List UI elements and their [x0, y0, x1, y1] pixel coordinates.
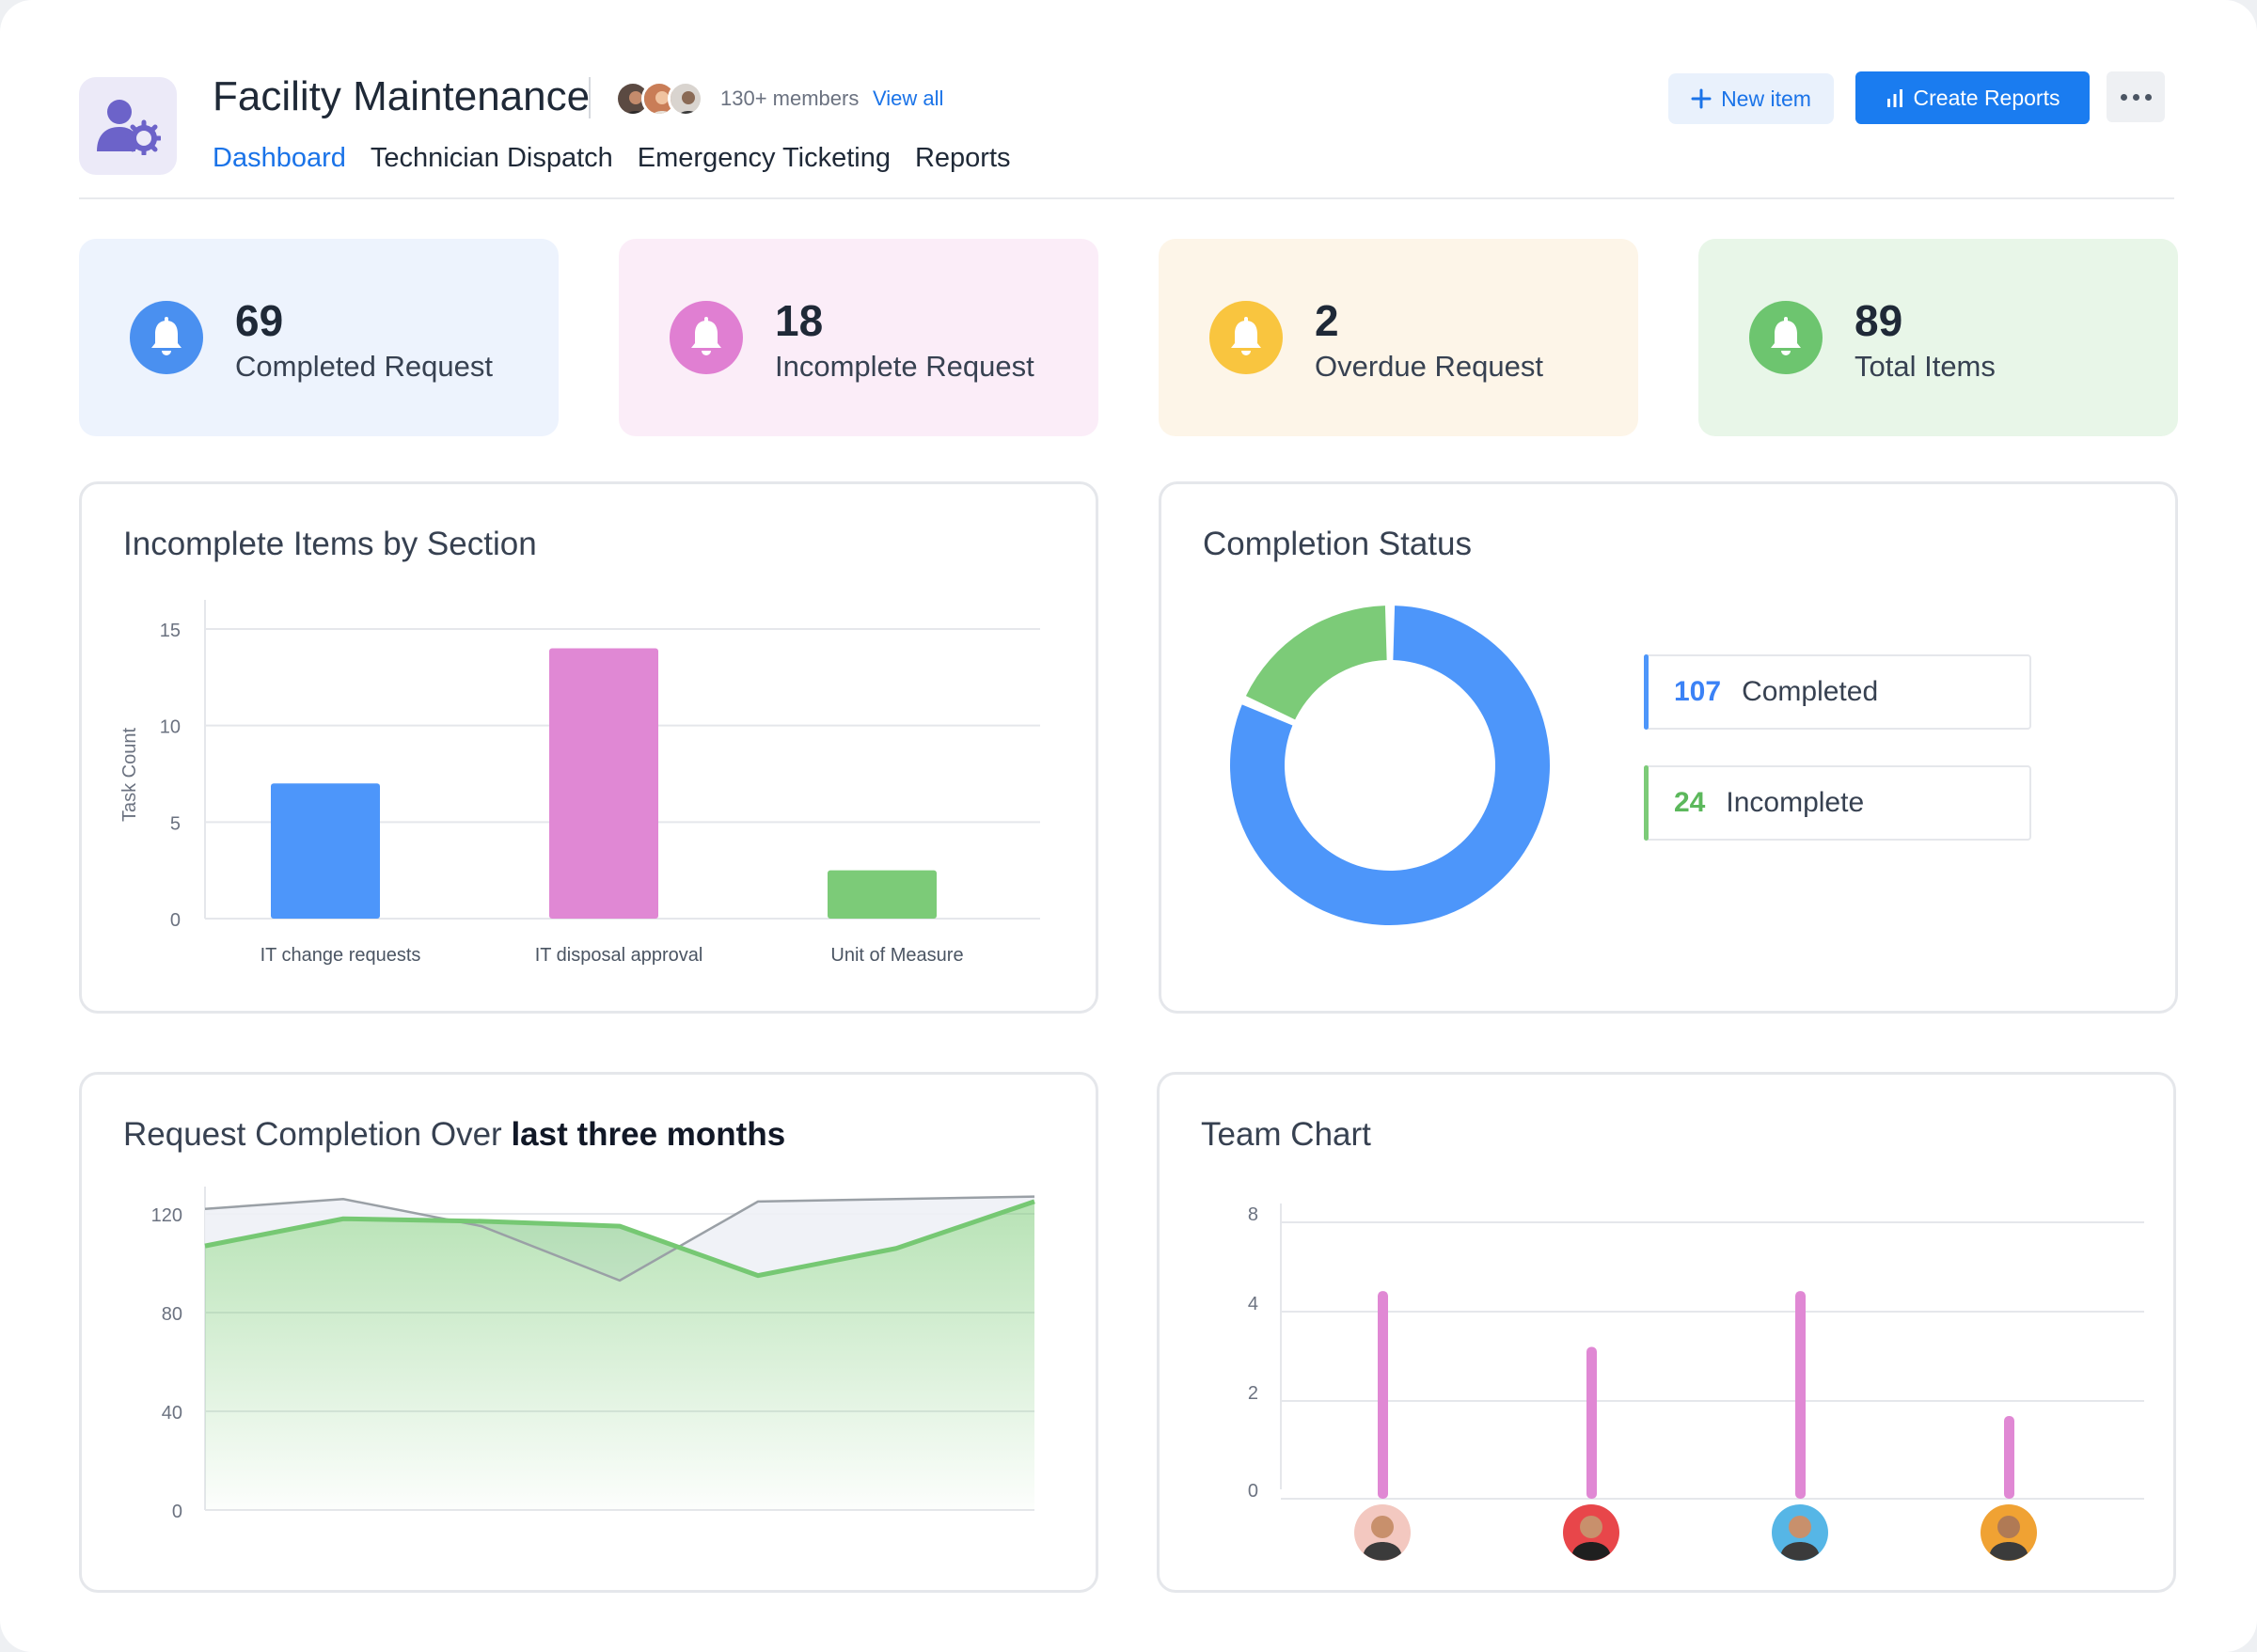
avatar: [1772, 1504, 1828, 1561]
stat-label: Completed Request: [235, 350, 493, 383]
more-options-button[interactable]: [2107, 71, 2165, 122]
bar: [271, 783, 380, 919]
more-dot-icon: [2132, 93, 2139, 101]
new-item-label: New item: [1721, 86, 1811, 111]
donut-slice: [1230, 606, 1550, 926]
bar: [2004, 1416, 2014, 1499]
legend-color-bar: [1644, 654, 1649, 730]
y-tick-label: 40: [162, 1403, 182, 1424]
y-tick-label: 8: [1248, 1204, 1258, 1225]
x-tick-label: IT change requests: [260, 945, 421, 966]
y-tick-label: 4: [1248, 1294, 1258, 1314]
tab-emergency-ticketing[interactable]: Emergency Ticketing: [637, 143, 891, 173]
title-divider: [589, 77, 591, 118]
stat-value: 89: [1855, 296, 1903, 345]
bell-icon: [1749, 301, 1823, 374]
bell-icon: [130, 301, 203, 374]
panel-title: Incomplete Items by Section: [123, 526, 537, 562]
app-icon: [79, 77, 177, 175]
user-gear-icon: [97, 100, 161, 155]
stat-label: Incomplete Request: [775, 350, 1034, 383]
completion-status-panel: Completion Status: [1159, 481, 2178, 1014]
view-all-link[interactable]: View all: [873, 87, 944, 110]
stat-value: 18: [775, 296, 824, 345]
stat-card-completed[interactable]: 69 Completed Request: [79, 239, 559, 436]
tab-reports[interactable]: Reports: [914, 143, 1011, 173]
y-tick-label: 2: [1248, 1383, 1258, 1404]
bell-icon: [670, 301, 743, 374]
avatar: [1354, 1504, 1411, 1561]
area-fill: [205, 1201, 1034, 1510]
request-completion-chart: 0 40 80 120: [151, 1187, 1035, 1522]
bell-glyph: [1771, 317, 1801, 355]
stat-value: 2: [1315, 296, 1339, 345]
plus-icon: [1691, 88, 1712, 109]
y-tick-label: 10: [160, 717, 181, 738]
more-dot-icon: [2120, 93, 2127, 101]
bar: [828, 870, 937, 919]
legend-label: Incomplete: [1726, 787, 1865, 818]
x-tick-label: IT disposal approval: [535, 945, 703, 966]
create-reports-label: Create Reports: [1913, 85, 2060, 110]
tab-dashboard[interactable]: Dashboard: [213, 143, 346, 173]
panel-title-period[interactable]: last three months: [511, 1116, 786, 1153]
members-count: 130+ members: [720, 87, 860, 110]
stat-card-incomplete[interactable]: 18 Incomplete Request: [619, 239, 1098, 436]
bell-icon: [1209, 301, 1283, 374]
bar: [1795, 1291, 1806, 1499]
panel-title: Team Chart: [1201, 1116, 1371, 1153]
panel-title: Completion Status: [1203, 526, 1472, 562]
incomplete-items-chart: 0 5 10 15 Task Count IT change requests IT dis…: [119, 600, 1040, 966]
bell-glyph: [1231, 317, 1261, 355]
bell-glyph: [691, 317, 721, 355]
x-tick-label: Unit of Measure: [830, 945, 963, 966]
avatar: [1981, 1504, 2037, 1561]
completion-status-chart: [1230, 606, 1550, 926]
legend-incomplete[interactable]: 24 Incomplete: [1644, 765, 2031, 841]
series-line-green: [204, 1199, 1035, 1279]
header-divider: [79, 197, 2174, 199]
series-line-grey: [204, 1195, 1035, 1282]
y-tick-label: 15: [160, 621, 181, 641]
avatar: [668, 81, 703, 117]
nav-tabs: Dashboard Technician Dispatch Emergency …: [213, 143, 1011, 174]
y-tick-label: 120: [151, 1205, 182, 1226]
page-title: Facility Maintenance: [213, 73, 591, 119]
team-chart: 0 2 4 8: [1248, 1204, 2144, 1561]
bar: [1378, 1291, 1388, 1499]
legend-value: 24: [1674, 787, 1706, 818]
stat-label: Total Items: [1855, 350, 1996, 383]
legend-label: Completed: [1742, 676, 1879, 707]
legend-completed[interactable]: 107 Completed: [1644, 654, 2031, 730]
panel-title: Request Completion Over last three month…: [123, 1116, 785, 1154]
y-axis-label: Task Count: [119, 728, 140, 822]
create-reports-button[interactable]: Create Reports: [1855, 71, 2090, 124]
bar: [1586, 1346, 1597, 1499]
y-tick-label: 0: [170, 910, 181, 931]
y-tick-label: 80: [162, 1304, 182, 1325]
new-item-button[interactable]: New item: [1668, 73, 1834, 124]
bar: [549, 648, 658, 919]
member-avatars[interactable]: [615, 81, 703, 117]
legend-value: 107: [1674, 676, 1722, 707]
bell-glyph: [151, 317, 182, 355]
donut-slice: [1245, 606, 1387, 720]
stat-label: Overdue Request: [1315, 350, 1543, 383]
y-tick-label: 0: [1248, 1481, 1258, 1502]
legend-color-bar: [1644, 765, 1649, 841]
stat-card-total[interactable]: 89 Total Items: [1698, 239, 2178, 436]
y-tick-label: 0: [172, 1502, 182, 1522]
panel-title-prefix: Request Completion Over: [123, 1116, 502, 1153]
more-dot-icon: [2144, 93, 2152, 101]
stat-value: 69: [235, 296, 284, 345]
tab-technician-dispatch[interactable]: Technician Dispatch: [370, 143, 613, 173]
bar-chart-icon: [1886, 89, 1902, 107]
stat-card-overdue[interactable]: 2 Overdue Request: [1159, 239, 1638, 436]
y-tick-label: 5: [170, 813, 181, 834]
avatar: [1563, 1504, 1619, 1561]
